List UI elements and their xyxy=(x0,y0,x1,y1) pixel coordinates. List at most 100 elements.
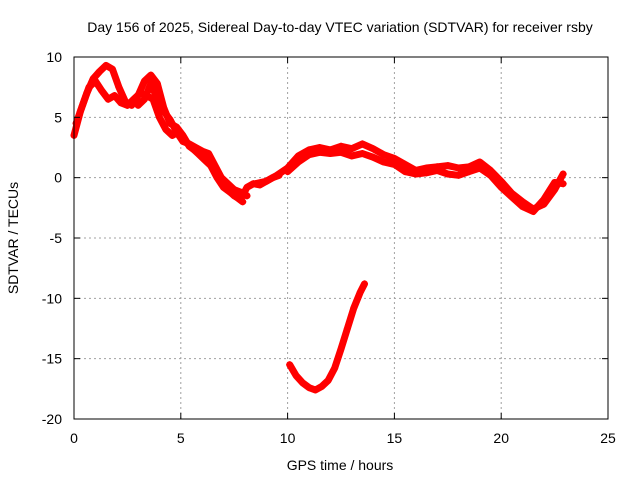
data-point-marker xyxy=(230,186,238,194)
data-point-marker xyxy=(117,99,125,107)
data-point-marker xyxy=(380,158,388,166)
data-point-marker xyxy=(155,113,163,121)
data-point-marker xyxy=(198,147,206,155)
y-tick-label: -15 xyxy=(42,351,62,367)
data-point-marker xyxy=(217,174,225,182)
data-point-marker xyxy=(444,162,452,170)
chart-title: Day 156 of 2025, Sidereal Day-to-day VTE… xyxy=(87,19,593,35)
y-tick-labels: -20 -15 -10 -5 0 5 10 xyxy=(42,49,62,427)
data-point-marker xyxy=(252,180,260,188)
data-point-marker xyxy=(262,177,270,185)
data-point-marker xyxy=(205,150,213,158)
data-point-marker xyxy=(559,180,567,188)
x-tick-labels: 0 5 10 15 20 25 xyxy=(70,430,616,446)
series-band xyxy=(134,80,251,200)
data-point-marker xyxy=(529,207,537,215)
y-tick-label: 10 xyxy=(46,49,62,65)
data-point-marker xyxy=(115,83,123,91)
data-point-marker xyxy=(108,65,116,73)
x-tick-label: 20 xyxy=(493,430,509,446)
data-point-marker xyxy=(540,195,548,203)
data-point-marker xyxy=(232,193,240,201)
data-point-marker xyxy=(123,101,131,109)
data-point-marker xyxy=(337,345,345,353)
data-point-marker xyxy=(239,198,247,206)
data-point-marker xyxy=(273,171,281,179)
data-point-marker xyxy=(311,386,319,394)
data-point-marker xyxy=(422,169,430,177)
data-point-marker xyxy=(292,372,300,380)
x-axis-label: GPS time / hours xyxy=(287,457,394,473)
data-point-marker xyxy=(348,152,356,160)
data-point-marker xyxy=(476,164,484,172)
data-point-marker xyxy=(153,80,161,88)
data-series xyxy=(70,61,567,394)
y-tick-label: 0 xyxy=(54,170,62,186)
y-tick-label: -5 xyxy=(50,230,63,246)
data-point-marker xyxy=(166,116,174,124)
data-point-marker xyxy=(85,83,93,91)
data-point-marker xyxy=(316,148,324,156)
x-tick-label: 5 xyxy=(177,430,185,446)
data-point-marker xyxy=(350,304,358,312)
data-point-marker xyxy=(369,153,377,161)
data-point-marker xyxy=(153,95,161,103)
data-point-marker xyxy=(200,156,208,164)
data-point-marker xyxy=(390,154,398,162)
data-point-marker xyxy=(559,170,567,178)
data-point-marker xyxy=(305,384,313,392)
data-point-marker xyxy=(390,160,398,168)
data-point-marker xyxy=(243,192,251,200)
data-point-marker xyxy=(337,142,345,150)
data-point-marker xyxy=(98,87,106,95)
data-point-marker xyxy=(237,188,245,196)
data-point-marker xyxy=(162,125,170,133)
data-point-marker xyxy=(130,95,138,103)
data-point-marker xyxy=(324,376,332,384)
data-point-marker xyxy=(79,101,87,109)
y-axis-label: SDTVAR / TECUs xyxy=(5,182,21,294)
data-point-marker xyxy=(111,92,119,100)
data-point-marker xyxy=(519,203,527,211)
data-point-marker xyxy=(299,379,307,387)
data-point-marker xyxy=(140,95,148,103)
x-tick-label: 25 xyxy=(600,430,616,446)
data-point-marker xyxy=(160,107,168,115)
data-point-marker xyxy=(318,382,326,390)
data-point-marker xyxy=(444,170,452,178)
data-point-marker xyxy=(358,150,366,158)
data-point-marker xyxy=(305,151,313,159)
data-point-marker xyxy=(454,171,462,179)
data-point-marker xyxy=(412,170,420,178)
data-point-marker xyxy=(220,183,228,191)
series-band xyxy=(286,280,368,394)
data-point-marker xyxy=(401,160,409,168)
series-satellite-track-c xyxy=(134,80,251,200)
data-point-marker xyxy=(136,89,144,97)
data-point-marker xyxy=(433,166,441,174)
data-point-marker xyxy=(284,168,292,176)
data-point-marker xyxy=(104,95,112,103)
series-band xyxy=(284,148,567,215)
data-point-marker xyxy=(243,183,251,191)
data-point-marker xyxy=(179,137,187,145)
series-satellite-track-b xyxy=(72,77,247,206)
data-point-marker xyxy=(356,288,364,296)
data-point-marker xyxy=(343,325,351,332)
data-point-marker xyxy=(147,71,155,79)
data-point-marker xyxy=(476,158,484,166)
data-point-marker xyxy=(96,67,104,75)
data-point-marker xyxy=(326,150,334,158)
data-point-marker xyxy=(294,158,302,166)
data-point-marker xyxy=(369,145,377,153)
axis-ticks xyxy=(73,56,609,420)
data-point-marker xyxy=(286,361,294,369)
data-point-marker xyxy=(401,168,409,176)
data-point-marker xyxy=(168,131,176,139)
data-point-marker xyxy=(211,162,219,170)
data-point-marker xyxy=(360,280,368,288)
data-point-marker xyxy=(147,80,155,88)
data-point-marker xyxy=(337,148,345,156)
x-tick-label: 10 xyxy=(280,430,296,446)
